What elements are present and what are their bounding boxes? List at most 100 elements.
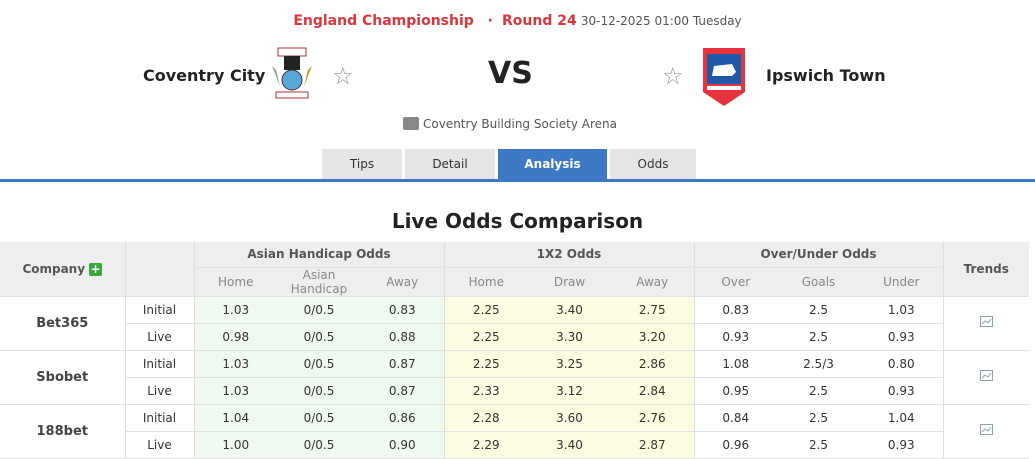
- odds-cell[interactable]: 2.87: [611, 431, 694, 459]
- odds-cell[interactable]: 2.29: [443, 431, 528, 459]
- odds-cell[interactable]: 0.86: [361, 404, 444, 432]
- add-company-icon[interactable]: +: [89, 261, 103, 276]
- favorite-home-star-icon[interactable]: ☆: [332, 62, 354, 90]
- odds-cell[interactable]: 1.00: [193, 431, 277, 459]
- tab-tips[interactable]: Tips: [322, 149, 402, 179]
- odds-cell[interactable]: 0/0.5: [277, 431, 361, 459]
- odds-cell[interactable]: 2.25: [443, 350, 528, 378]
- away-team-logo[interactable]: [702, 46, 746, 106]
- separator-dot: ·: [477, 13, 498, 29]
- odds-type: Live: [124, 377, 194, 405]
- trend-chart-icon[interactable]: [979, 370, 993, 381]
- odds-cell[interactable]: 3.12: [528, 377, 611, 405]
- odds-cell[interactable]: 1.03: [193, 377, 277, 405]
- trend-chart-icon[interactable]: [979, 316, 993, 327]
- away-team-name[interactable]: Ipswich Town: [766, 66, 886, 85]
- odds-cell[interactable]: 0.93: [860, 431, 943, 459]
- odds-cell[interactable]: 0/0.5: [277, 323, 361, 351]
- company-name[interactable]: Sbobet: [0, 350, 125, 405]
- odds-cell[interactable]: 0.88: [361, 323, 444, 351]
- odds-row: Live 0.98 0/0.5 0.88 2.25 3.30 3.20 0.93 2.5 0.93: [0, 323, 1029, 351]
- odds-cell[interactable]: 0.93: [860, 323, 943, 351]
- odds-cell[interactable]: 3.30: [528, 323, 611, 351]
- round: Round 24: [502, 13, 577, 29]
- odds-cell[interactable]: 2.5/3: [777, 350, 860, 378]
- odds-type: Initial: [124, 404, 194, 432]
- favorite-away-star-icon[interactable]: ☆: [662, 62, 684, 90]
- tab-detail[interactable]: Detail: [405, 149, 495, 179]
- match-header: England Championship · Round 24 30-12-20…: [0, 13, 1035, 29]
- odds-cell[interactable]: 1.04: [193, 404, 277, 432]
- odds-row: Live 1.00 0/0.5 0.90 2.29 3.40 2.87 0.96 2.5 0.93: [0, 431, 1029, 459]
- league-name[interactable]: England Championship: [293, 13, 474, 29]
- company-name[interactable]: 188bet: [0, 404, 125, 459]
- odds-cell[interactable]: 0.87: [361, 350, 444, 378]
- type-header: [124, 242, 194, 297]
- subheader-draw: Draw: [528, 267, 611, 297]
- odds-cell[interactable]: 0.80: [860, 350, 943, 378]
- odds-cell[interactable]: 0.83: [361, 296, 444, 324]
- trends-header: Trends: [942, 242, 1029, 297]
- company-header: Company +: [0, 242, 125, 297]
- trends-cell[interactable]: [942, 404, 1029, 459]
- odds-cell[interactable]: 3.25: [528, 350, 611, 378]
- odds-cell[interactable]: 0.95: [693, 377, 777, 405]
- odds-type: Initial: [124, 296, 194, 324]
- odds-row: Live 1.03 0/0.5 0.87 2.33 3.12 2.84 0.95 2.5 0.93: [0, 377, 1029, 405]
- odds-cell[interactable]: 2.25: [443, 323, 528, 351]
- odds-table: Company + Asian Handicap Odds 1X2 Odds Ov…: [0, 242, 1029, 459]
- odds-cell[interactable]: 2.86: [611, 350, 694, 378]
- 1x2-header: 1X2 Odds: [443, 242, 694, 268]
- home-team-logo[interactable]: [270, 46, 314, 106]
- tab-bar: Tips Detail Analysis Odds: [322, 149, 696, 179]
- tab-analysis[interactable]: Analysis: [498, 149, 607, 179]
- tab-odds[interactable]: Odds: [610, 149, 696, 179]
- odds-cell[interactable]: 0.93: [860, 377, 943, 405]
- trend-chart-icon[interactable]: [979, 424, 993, 435]
- odds-cell[interactable]: 2.76: [611, 404, 694, 432]
- asian-handicap-header: Asian Handicap Odds: [193, 242, 444, 268]
- odds-row: Sbobet Initial 1.03 0/0.5 0.87 2.25 3.25 2.86 1.…: [0, 350, 1029, 405]
- odds-cell[interactable]: 0.93: [693, 323, 777, 351]
- odds-cell[interactable]: 3.60: [528, 404, 611, 432]
- odds-cell[interactable]: 2.25: [443, 296, 528, 324]
- match-datetime: 30-12-2025 01:00 Tuesday: [580, 14, 742, 28]
- home-team-name[interactable]: Coventry City: [143, 66, 266, 85]
- odds-cell[interactable]: 1.08: [693, 350, 777, 378]
- odds-cell[interactable]: 2.5: [777, 404, 860, 432]
- odds-row: Bet365 Initial 1.03 0/0.5 0.83 2.25 3.40 2.75 0.…: [0, 296, 1029, 351]
- company-name[interactable]: Bet365: [0, 296, 125, 351]
- odds-cell[interactable]: 3.20: [611, 323, 694, 351]
- odds-cell[interactable]: 1.03: [193, 350, 277, 378]
- odds-cell[interactable]: 0.84: [693, 404, 777, 432]
- venue: Coventry Building Society Arena: [0, 117, 1020, 131]
- subheader-asian-handicap: Asian Handicap: [277, 267, 361, 297]
- odds-cell[interactable]: 2.5: [777, 377, 860, 405]
- odds-cell[interactable]: 0.83: [693, 296, 777, 324]
- odds-cell[interactable]: 2.28: [443, 404, 528, 432]
- odds-cell[interactable]: 0/0.5: [277, 377, 361, 405]
- odds-type: Live: [124, 323, 194, 351]
- odds-cell[interactable]: 0.98: [193, 323, 277, 351]
- subheader-away: Away: [611, 267, 694, 297]
- trends-cell[interactable]: [942, 296, 1029, 351]
- odds-cell[interactable]: 0/0.5: [277, 404, 361, 432]
- odds-cell[interactable]: 1.03: [860, 296, 943, 324]
- odds-cell[interactable]: 3.40: [528, 296, 611, 324]
- odds-cell[interactable]: 2.75: [611, 296, 694, 324]
- odds-cell[interactable]: 2.33: [443, 377, 528, 405]
- trends-cell[interactable]: [942, 350, 1029, 405]
- odds-cell[interactable]: 0/0.5: [277, 296, 361, 324]
- odds-cell[interactable]: 2.5: [777, 296, 860, 324]
- odds-cell[interactable]: 0.90: [361, 431, 444, 459]
- odds-cell[interactable]: 0.96: [693, 431, 777, 459]
- odds-cell[interactable]: 0/0.5: [277, 350, 361, 378]
- odds-cell[interactable]: 1.04: [860, 404, 943, 432]
- odds-cell[interactable]: 0.87: [361, 377, 444, 405]
- odds-cell[interactable]: 2.5: [777, 431, 860, 459]
- odds-cell[interactable]: 3.40: [528, 431, 611, 459]
- odds-cell[interactable]: 2.5: [777, 323, 860, 351]
- odds-cell[interactable]: 2.84: [611, 377, 694, 405]
- odds-cell[interactable]: 1.03: [193, 296, 277, 324]
- subheader-over: Over: [693, 267, 777, 297]
